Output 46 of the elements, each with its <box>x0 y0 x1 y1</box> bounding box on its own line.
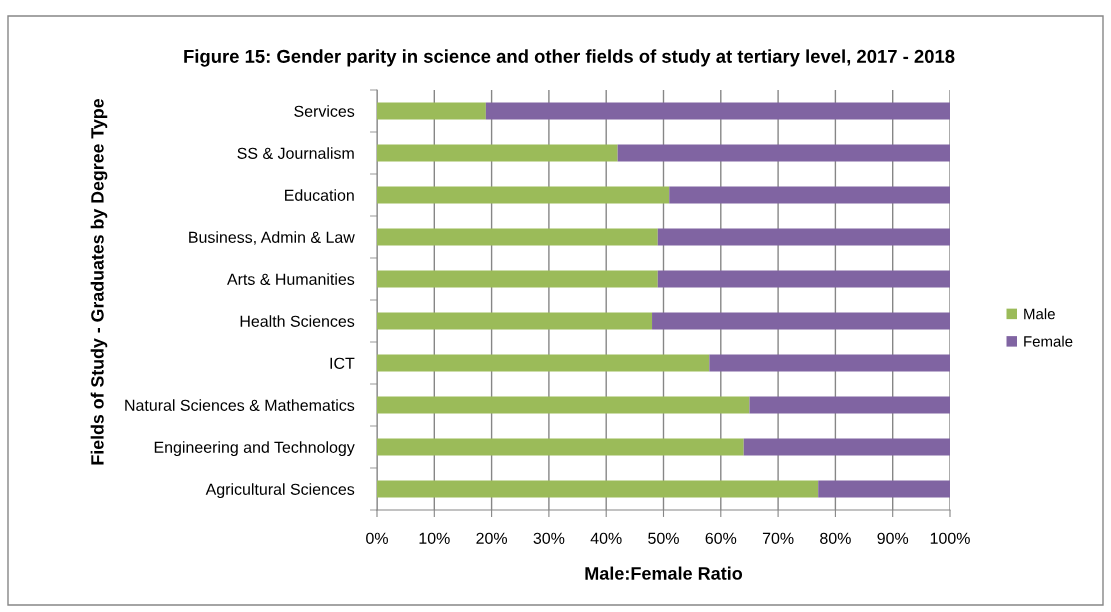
x-tick-label: 50% <box>648 532 679 544</box>
bar <box>657 270 950 288</box>
bar <box>377 144 618 162</box>
bar <box>818 480 950 498</box>
y-tick-label: Services <box>294 105 355 117</box>
y-tick-label: Education <box>285 189 354 201</box>
x-tick-label: 100% <box>930 532 970 544</box>
bar <box>377 228 658 246</box>
x-tick-label: 40% <box>590 532 622 544</box>
bar <box>485 102 950 120</box>
bar <box>743 438 950 456</box>
bar <box>377 354 710 372</box>
x-tick-label: 30% <box>533 532 565 544</box>
legend-label: Female <box>1024 335 1073 347</box>
bar <box>709 354 950 372</box>
bar <box>669 186 950 204</box>
y-tick-label: Arts & Humanities <box>227 273 355 285</box>
y-tick-label: SS & Journalism <box>237 147 354 159</box>
x-tick-label: 70% <box>762 532 794 544</box>
y-tick-label: Natural Sciences & Mathematics <box>125 399 355 411</box>
y-axis-title: Fields of Study - Graduates by Degree Type <box>90 99 108 465</box>
x-axis-title: Male:Female Ratio <box>585 566 743 580</box>
bar <box>749 396 950 414</box>
bar <box>377 186 670 204</box>
bar <box>652 312 950 330</box>
bar <box>377 270 658 288</box>
bar <box>377 396 750 414</box>
y-tick-label: Engineering and Technology <box>154 441 355 457</box>
x-tick-label: 90% <box>877 532 909 544</box>
y-tick-label: Business, Admin & Law <box>189 231 355 245</box>
y-tick-label: Agricultural Sciences <box>205 483 355 499</box>
chart-title: Figure 15: Gender parity in science and other fields of study at tertiary level, 2017 - 2018 <box>184 49 955 67</box>
x-tick-label: 80% <box>820 532 851 544</box>
x-tick-label: 20% <box>476 532 508 544</box>
bar <box>377 102 486 120</box>
x-tick-label: 0% <box>366 532 388 544</box>
bar <box>657 228 950 246</box>
x-tick-label: 10% <box>419 532 450 544</box>
legend-label: Male <box>1024 308 1055 320</box>
x-tick-label: 60% <box>705 532 737 544</box>
bar <box>377 438 744 456</box>
y-tick-label: ICT <box>330 357 355 369</box>
bar <box>377 480 819 498</box>
bar <box>377 312 653 330</box>
y-tick-label: Health Sciences <box>240 315 355 327</box>
bar <box>617 144 950 162</box>
